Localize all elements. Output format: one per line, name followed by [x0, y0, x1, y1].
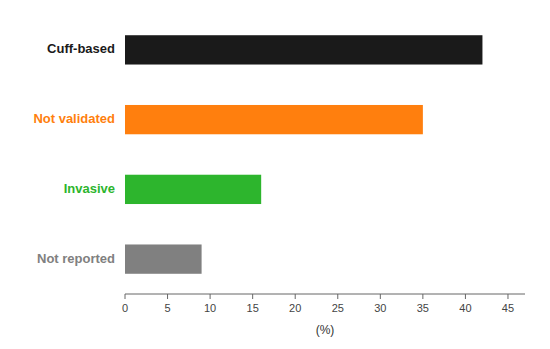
- x-tick-label: 10: [204, 302, 216, 314]
- x-tick: [125, 294, 126, 299]
- category-label: Not validated: [33, 111, 115, 126]
- x-tick-label: 15: [247, 302, 259, 314]
- x-tick: [422, 294, 423, 299]
- x-tick-label: 20: [289, 302, 301, 314]
- x-tick-label: 25: [332, 302, 344, 314]
- x-tick-label: 40: [459, 302, 471, 314]
- x-tick: [465, 294, 466, 299]
- x-tick-label: 30: [374, 302, 386, 314]
- x-axis-label: (%): [316, 323, 335, 337]
- bar: [125, 105, 423, 134]
- x-tick: [210, 294, 211, 299]
- category-label: Not reported: [37, 251, 115, 266]
- x-tick-label: 45: [502, 302, 514, 314]
- bar: [125, 244, 202, 273]
- x-tick: [252, 294, 253, 299]
- x-tick-label: 5: [164, 302, 170, 314]
- x-tick: [337, 294, 338, 299]
- x-tick-label: 0: [122, 302, 128, 314]
- x-tick: [380, 294, 381, 299]
- x-tick-label: 35: [417, 302, 429, 314]
- bar: [125, 35, 482, 64]
- chart-svg: Cuff-based Not validated Invasive Not repor…: [0, 0, 550, 349]
- x-tick: [507, 294, 508, 299]
- chart-container: Cuff-based Not validated Invasive Not repor…: [0, 0, 550, 349]
- bar: [125, 175, 261, 204]
- x-tick: [295, 294, 296, 299]
- category-label: Invasive: [64, 181, 115, 196]
- bars: [125, 35, 482, 274]
- x-tick: [167, 294, 168, 299]
- category-label: Cuff-based: [47, 41, 115, 56]
